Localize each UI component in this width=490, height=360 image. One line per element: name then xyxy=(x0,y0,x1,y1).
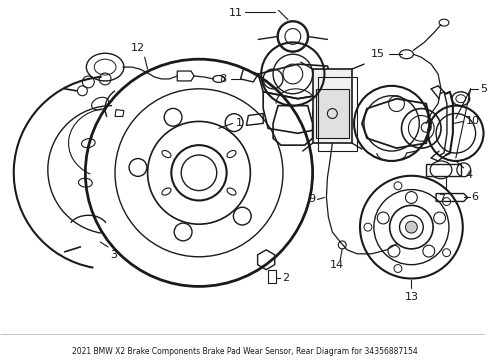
Circle shape xyxy=(405,221,417,233)
Text: 1: 1 xyxy=(236,118,243,129)
Polygon shape xyxy=(316,89,349,138)
Text: 2021 BMW X2 Brake Components Brake Pad Wear Sensor, Rear Diagram for 34356887154: 2021 BMW X2 Brake Components Brake Pad W… xyxy=(72,347,418,356)
Text: 12: 12 xyxy=(131,43,145,53)
Text: 5: 5 xyxy=(481,84,488,94)
Text: 9: 9 xyxy=(308,194,316,204)
Text: 7: 7 xyxy=(439,194,445,203)
Text: 14: 14 xyxy=(330,260,344,270)
Text: 10: 10 xyxy=(466,116,480,126)
Text: 6: 6 xyxy=(472,193,479,202)
Text: 13: 13 xyxy=(404,292,418,302)
Text: 15: 15 xyxy=(371,49,385,59)
Polygon shape xyxy=(313,69,352,143)
Text: 3: 3 xyxy=(110,250,117,260)
Text: 11: 11 xyxy=(229,8,243,18)
Text: 4: 4 xyxy=(466,170,473,180)
Text: 2: 2 xyxy=(282,273,289,283)
Text: 8: 8 xyxy=(220,74,227,84)
